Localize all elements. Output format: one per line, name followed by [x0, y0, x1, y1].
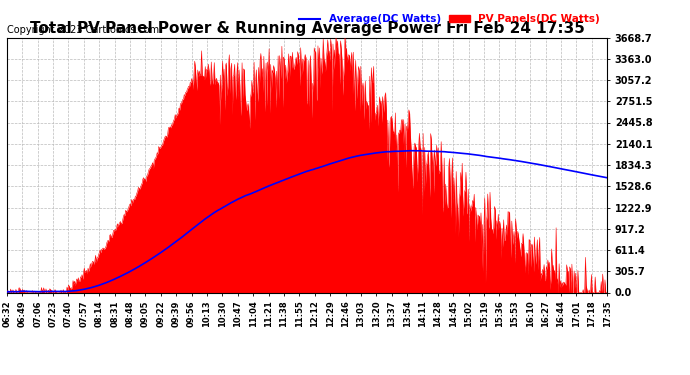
Text: Copyright 2023 Cartronics.com: Copyright 2023 Cartronics.com: [7, 25, 159, 35]
Legend: Average(DC Watts), PV Panels(DC Watts): Average(DC Watts), PV Panels(DC Watts): [297, 12, 602, 26]
Title: Total PV Panel Power & Running Average Power Fri Feb 24 17:35: Total PV Panel Power & Running Average P…: [30, 21, 584, 36]
